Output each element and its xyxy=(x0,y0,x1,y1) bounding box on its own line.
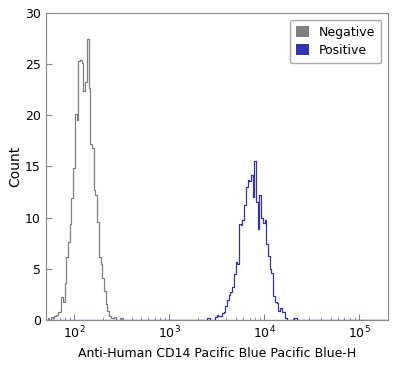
Y-axis label: Count: Count xyxy=(8,146,22,187)
X-axis label: Anti-Human CD14 Pacific Blue Pacific Blue-H: Anti-Human CD14 Pacific Blue Pacific Blu… xyxy=(78,347,356,360)
Legend: Negative, Positive: Negative, Positive xyxy=(290,20,381,63)
